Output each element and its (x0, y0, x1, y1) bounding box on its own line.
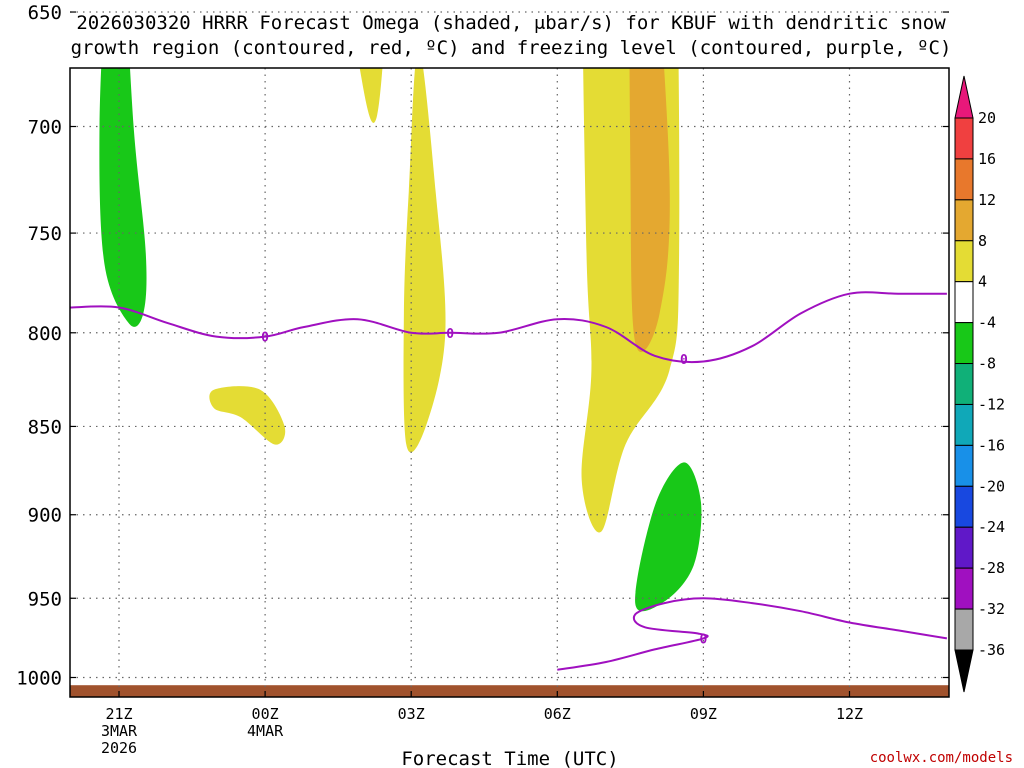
freezing-level-low-loop-label-0: 0 (699, 632, 707, 647)
x-tick-label-21Z-1: 3MAR (101, 722, 138, 740)
omega-region-downdraft-small-850 (209, 386, 286, 445)
colorbar-label-4: 4 (978, 273, 987, 291)
x-tick-label-00Z-0: 00Z (252, 705, 279, 723)
plot-frame (69, 67, 950, 698)
colorbar-swatch-6 (954, 363, 974, 405)
ground-fill (70, 685, 949, 697)
y-tick-label-650: 650 (28, 2, 62, 24)
omega-shaded-regions (99, 68, 702, 612)
y-tick-label-900: 900 (28, 505, 62, 527)
colorbar-label-5: -4 (978, 314, 996, 332)
colorbar-label-0: 20 (978, 109, 996, 127)
omega-region-downdraft-right-core (629, 68, 670, 353)
y-tick-label-700: 700 (28, 117, 62, 139)
colorbar-swatch-10 (954, 526, 974, 569)
colorbar-top-arrow (954, 75, 974, 119)
y-tick-label-750: 750 (28, 223, 62, 245)
colorbar-label-8: -16 (978, 436, 1005, 454)
colorbar-swatch-11 (954, 567, 974, 610)
colorbar-label-11: -28 (978, 559, 1005, 577)
y-tick-label-800: 800 (28, 323, 62, 345)
contour-lines: -18-18-12-120000 (70, 291, 948, 671)
freezing-level-low-loop (557, 597, 948, 671)
colorbar-label-3: 8 (978, 232, 987, 250)
colorbar-label-9: -20 (978, 477, 1005, 495)
chart-title-line-1: 2026030320 HRRR Forecast Omega (shaded, … (76, 12, 946, 34)
freezing-level-label-2: 0 (680, 353, 688, 368)
y-tick-label-950: 950 (28, 588, 62, 610)
y-tick-label-1000: 1000 (16, 668, 62, 690)
colorbar-swatch-0 (954, 117, 974, 160)
colorbar-swatch-3 (954, 240, 974, 283)
colorbar-label-12: -32 (978, 600, 1005, 618)
omega-region-updraft-low-left (99, 68, 147, 327)
colorbar-label-7: -12 (978, 395, 1005, 413)
chart-title-line-2: growth region (contoured, red, ºC) and f… (71, 37, 952, 59)
x-tick-label-21Z-0: 21Z (105, 705, 132, 723)
grid-lines (70, 11, 949, 697)
colorbar-label-13: -36 (978, 641, 1005, 659)
credit-text: coolwx.com/models (870, 750, 1013, 766)
x-tick-label-12Z-0: 12Z (836, 705, 863, 723)
pressure-axis: 2503003504004505005506006507007508008509… (16, 2, 949, 690)
freezing-level (70, 291, 947, 364)
colorbar-label-2: 12 (978, 191, 996, 209)
omega-region-updraft-low-right (635, 462, 702, 612)
colorbar-swatch-7 (954, 403, 974, 446)
colorbar-swatch-8 (954, 444, 974, 487)
colorbar-label-1: 16 (978, 150, 996, 168)
colorbar-bottom-arrow (954, 649, 974, 693)
x-tick-label-21Z-2: 2026 (101, 739, 137, 757)
colorbar-swatch-12 (954, 608, 974, 651)
colorbar-swatch-9 (954, 485, 974, 528)
freezing-level-label-0: 0 (261, 331, 269, 346)
colorbar-label-10: -24 (978, 518, 1005, 536)
x-tick-label-03Z-0: 03Z (398, 705, 425, 723)
x-tick-label-00Z-1: 4MAR (247, 722, 284, 740)
colorbar-swatch-1 (954, 158, 974, 201)
y-tick-label-850: 850 (28, 416, 62, 438)
x-axis-label: Forecast Time (UTC) (401, 748, 618, 768)
colorbar-swatch-5 (954, 322, 974, 365)
x-tick-label-09Z-0: 09Z (690, 705, 717, 723)
freezing-level-label-1: 0 (446, 327, 454, 342)
omega-region-downdraft-small-800 (403, 68, 446, 453)
colorbar: 20 16 12 8 4 -4 -8 -12 -16 -20 -24 -28 -32 -36 (954, 75, 1005, 693)
x-tick-label-06Z-0: 06Z (544, 705, 571, 723)
colorbar-swatch-4 (954, 281, 974, 324)
colorbar-swatch-2 (954, 199, 974, 242)
omega-region-downdraft-mid-left (359, 68, 383, 123)
colorbar-label-6: -8 (978, 355, 996, 373)
